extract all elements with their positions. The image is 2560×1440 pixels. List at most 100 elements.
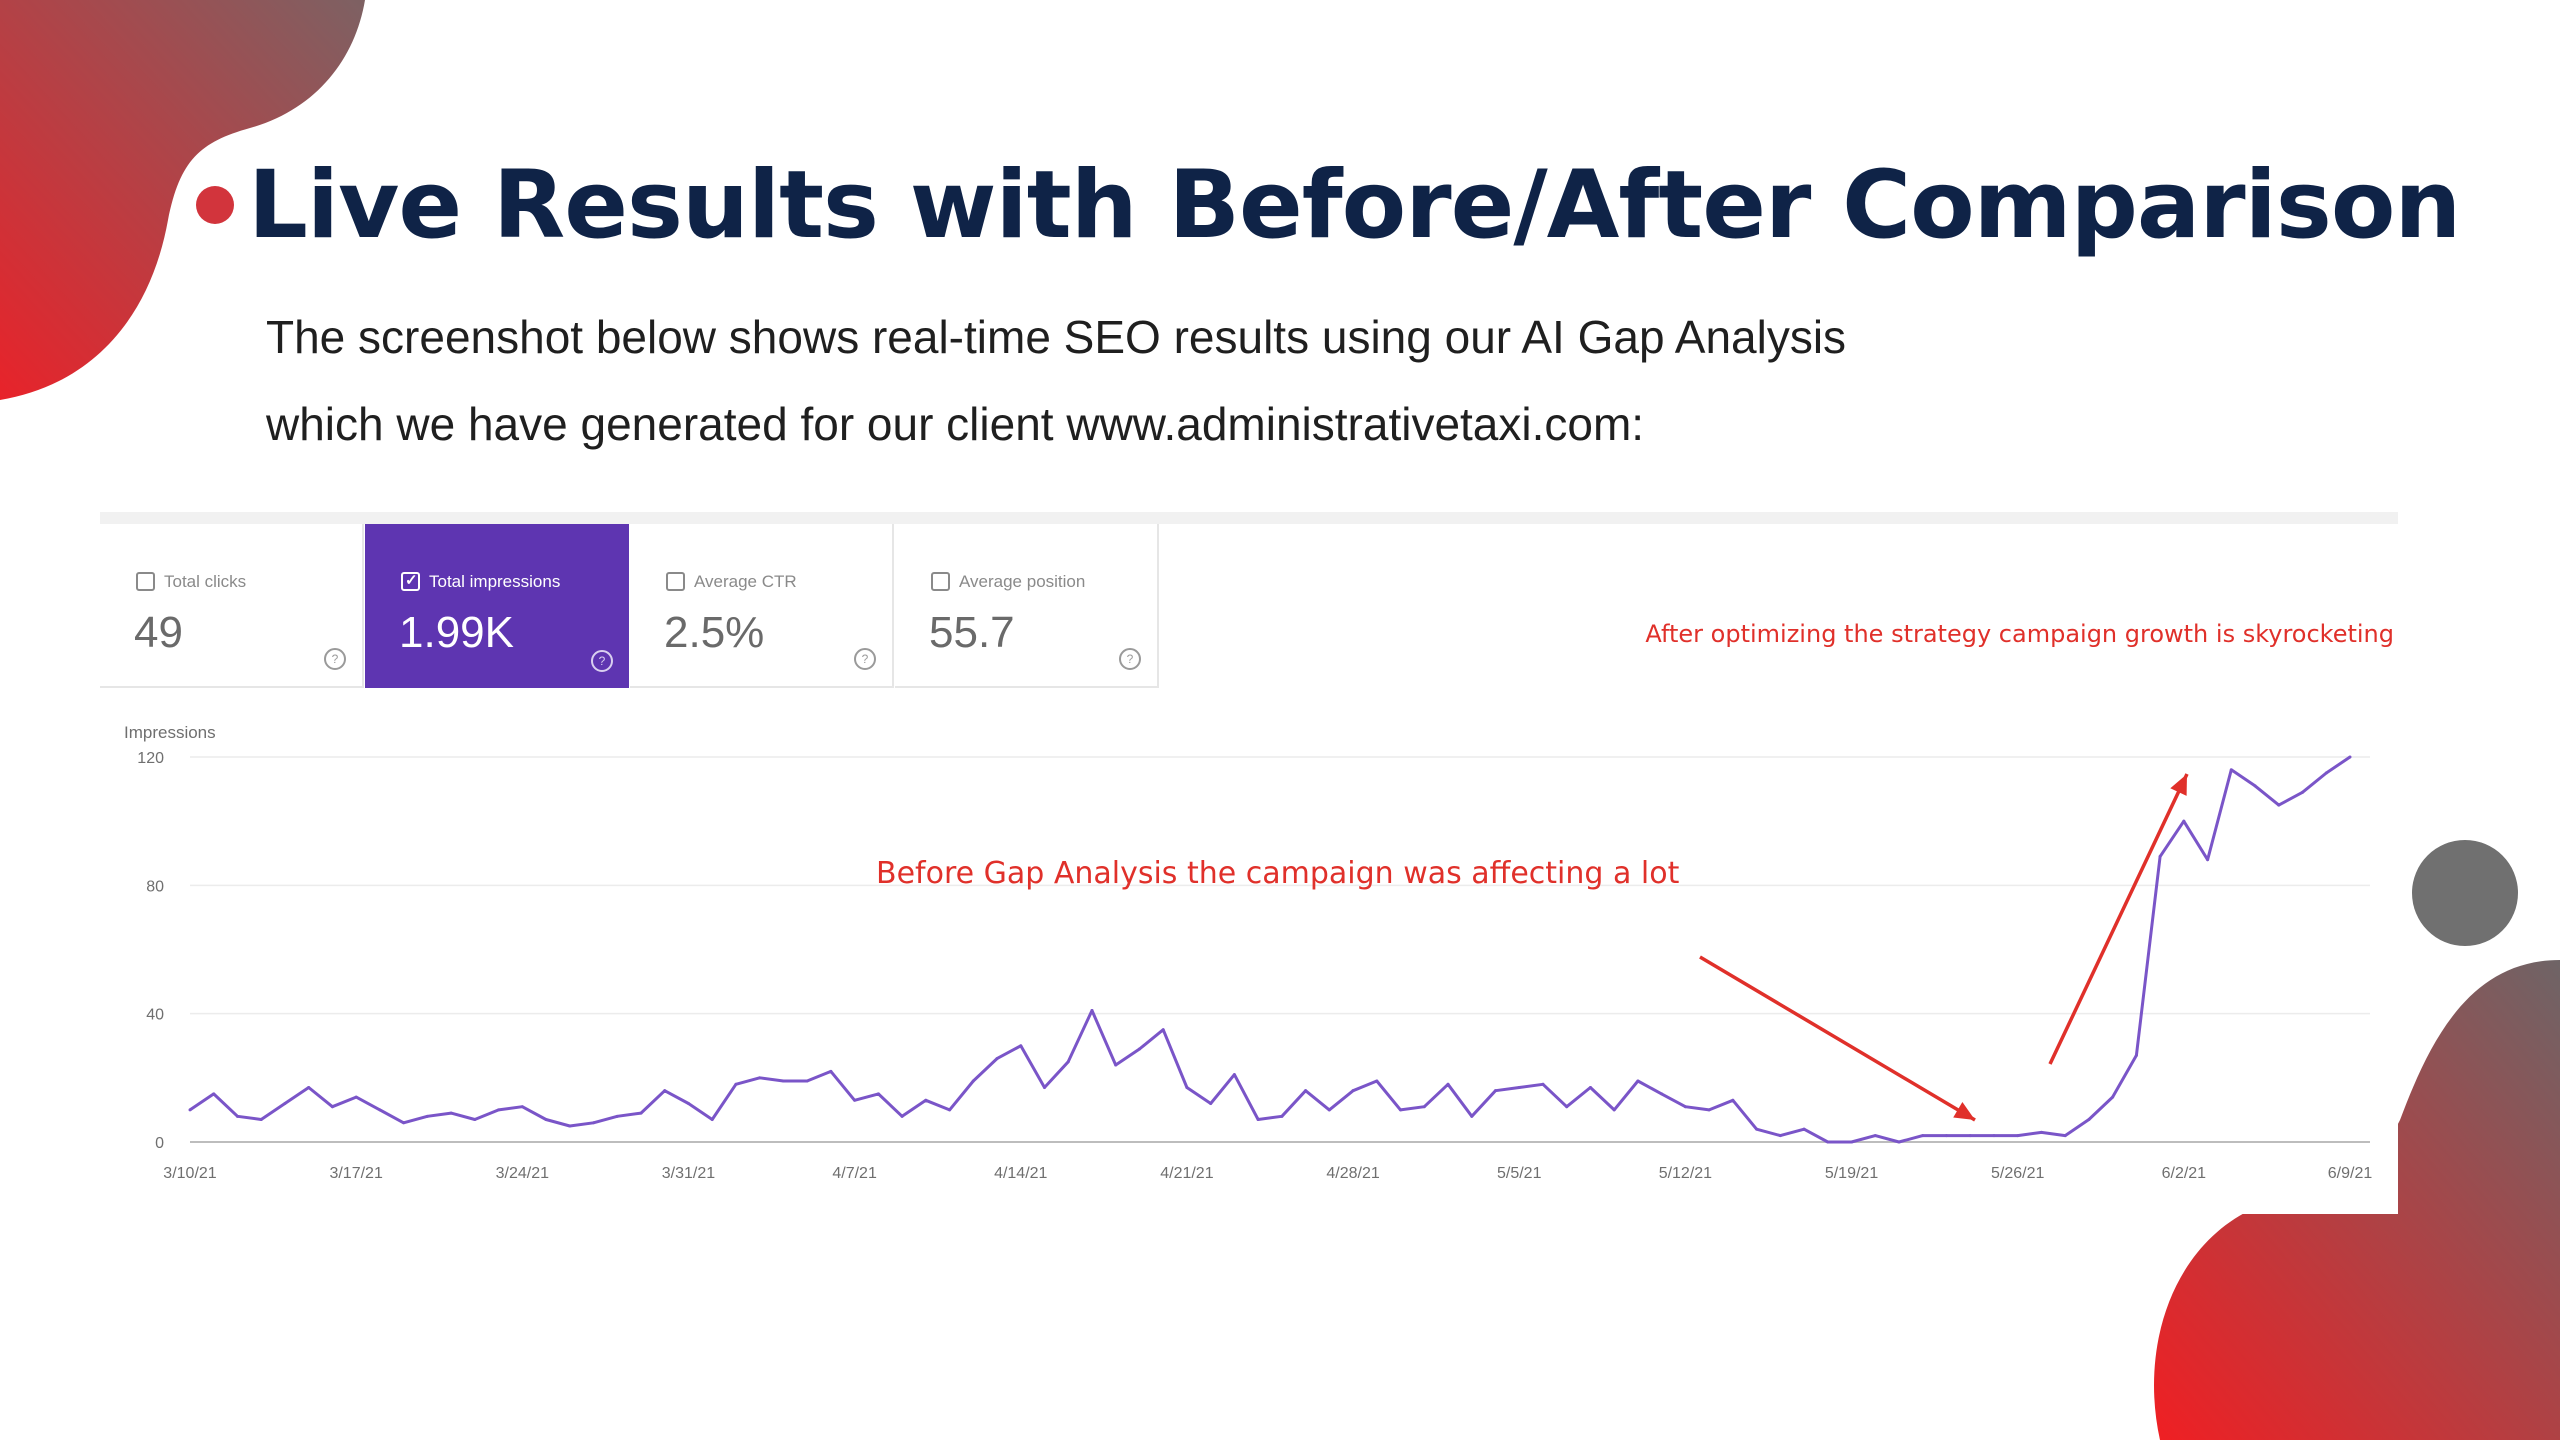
data-point [1826,1140,1830,1144]
data-point [1517,1085,1521,1089]
data-point [615,1114,619,1118]
x-tick-label: 4/21/21 [1160,1165,1213,1182]
metric-card-total-clicks[interactable]: Total clicks 49 ? [100,524,364,688]
data-point [2348,755,2352,759]
panel-top-bar [100,512,2398,524]
x-tick-label: 3/31/21 [662,1165,715,1182]
data-point [1660,1092,1664,1096]
metric-label: Average CTR [694,572,797,591]
x-tick-label: 5/19/21 [1825,1165,1878,1182]
data-point [1683,1105,1687,1109]
decor-circle-grey [2412,840,2518,946]
data-point [1304,1089,1308,1093]
x-tick-label: 4/7/21 [832,1165,877,1182]
arrow-icon-down-head [1953,1102,1975,1120]
subtitle-line-2: which we have generated for our client w… [266,398,1645,450]
data-point [544,1118,548,1122]
y-tick-label: 80 [146,878,164,895]
help-circle-icon[interactable]: ? [324,648,346,670]
data-point [1802,1127,1806,1131]
x-tick-label: 3/24/21 [496,1165,549,1182]
data-point [1209,1102,1213,1105]
data-point [1992,1134,1996,1138]
data-point [1850,1140,1854,1144]
data-point [212,1092,216,1096]
x-tick-label: 4/14/21 [994,1165,1047,1182]
x-tick-label: 6/9/21 [2328,1165,2373,1182]
data-point [1446,1082,1450,1086]
data-point [520,1105,524,1109]
data-point [354,1095,358,1099]
x-tick-label: 3/17/21 [329,1165,382,1182]
data-point [1043,1085,1047,1089]
data-point [829,1069,833,1073]
data-point [1090,1008,1094,1012]
checkbox-icon[interactable] [666,572,685,591]
data-point [1778,1134,1782,1138]
impressions-chart: Impressions 120 80 40 0 3/10/21 3/17/21 3/24/21… [124,723,2373,1182]
data-point [2134,1053,2138,1057]
data-point [1351,1089,1355,1093]
data-point [2016,1134,2020,1138]
annotation-before: Before Gap Analysis the campaign was aff… [876,856,1680,891]
data-point [900,1114,904,1118]
impressions-series-line [189,755,2351,1144]
data-point [639,1111,643,1115]
metric-card-total-impressions[interactable]: ✓ Total impressions 1.99K ? [365,524,629,688]
x-tick-label: 5/26/21 [1991,1165,2044,1182]
data-point [2087,1118,2091,1122]
data-point [2301,790,2305,794]
metric-value: 2.5% [664,608,765,657]
help-circle-icon[interactable]: ? [591,650,613,672]
x-tick-label: 4/28/21 [1326,1165,1379,1182]
search-console-panel: Total clicks 49 ? ✓ Total impressions 1.… [100,512,2398,1214]
data-point [734,1082,738,1086]
data-point [876,1092,880,1096]
data-point [2063,1134,2067,1138]
annotation-after: After optimizing the strategy campaign g… [1645,620,2394,648]
data-point [449,1111,453,1115]
data-point [1944,1134,1948,1138]
title-row: Live Results with Before/After Compariso… [196,140,2461,270]
x-tick-label: 3/10/21 [163,1165,216,1182]
data-point [283,1102,287,1105]
checkbox-icon[interactable] [931,572,950,591]
data-point [1731,1098,1735,1102]
arrow-icon-down [1699,955,1976,1122]
subtitle-line-1: The screenshot below shows real-time SEO… [266,311,1847,363]
data-point [1897,1140,1901,1144]
metric-value: 55.7 [929,608,1015,657]
data-point [1470,1114,1474,1118]
data-point [2206,858,2210,862]
data-point [259,1118,263,1122]
data-point [497,1108,501,1112]
data-point [710,1118,714,1122]
y-tick-label: 40 [146,1007,164,1024]
checkbox-icon[interactable] [136,572,155,591]
data-point [592,1121,596,1125]
data-point [378,1108,382,1112]
data-point [2039,1130,2043,1134]
metric-card-average-ctr[interactable]: Average CTR 2.5% ? [630,524,894,688]
y-tick-label: 120 [137,750,164,767]
data-point [948,1108,952,1112]
data-point [758,1076,762,1080]
help-circle-icon[interactable]: ? [854,648,876,670]
metric-label: Total clicks [164,572,247,591]
data-point [1493,1089,1497,1093]
checkbox-icon[interactable]: ✓ [401,572,420,591]
data-point [307,1085,311,1089]
data-point [1873,1134,1877,1138]
x-tick-label: 5/5/21 [1497,1165,1542,1182]
data-point [1019,1044,1023,1048]
data-point [1137,1047,1141,1051]
data-point [781,1079,785,1083]
help-circle-icon[interactable]: ? [1119,648,1141,670]
data-point [995,1057,999,1061]
data-point [924,1098,928,1102]
data-point [2324,771,2328,775]
data-point [1114,1063,1118,1067]
data-point [1612,1108,1616,1112]
metric-card-average-position[interactable]: Average position 55.7 ? [895,524,1159,688]
data-point [2158,854,2162,858]
